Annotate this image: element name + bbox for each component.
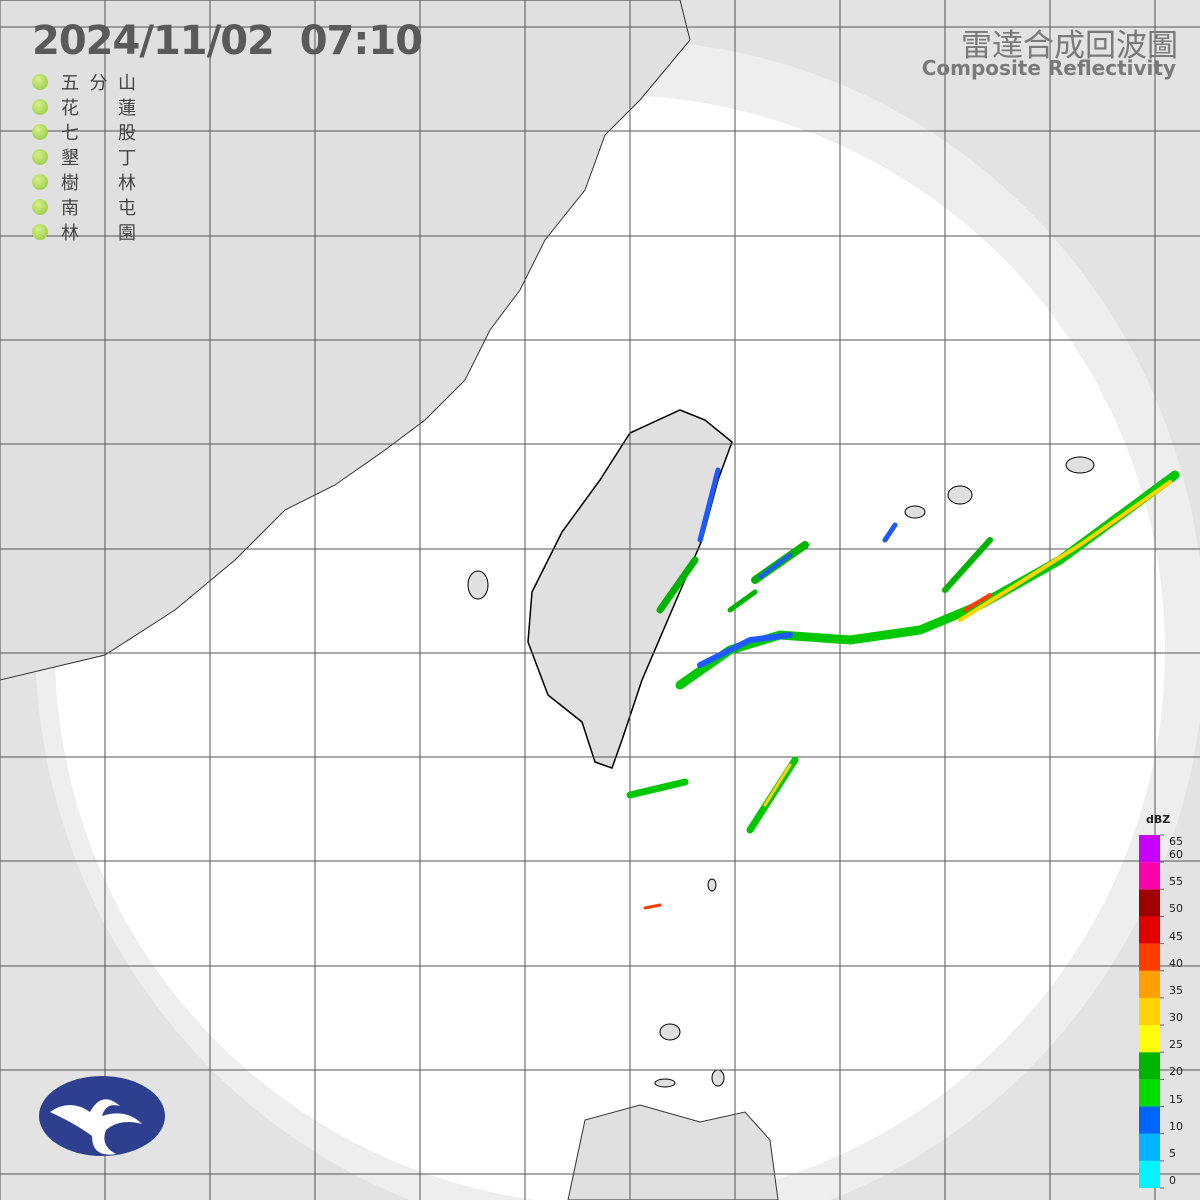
legend-color — [1139, 835, 1160, 863]
station-name: 墾丁 — [61, 147, 136, 169]
islands — [467, 456, 1095, 1088]
subtitle: Composite Reflectivity — [921, 56, 1176, 80]
legend-tick-label: 15 — [1169, 1092, 1183, 1106]
legend-tick-label: 40 — [1169, 956, 1183, 970]
legend-bar — [1139, 834, 1164, 1189]
station: 花蓮 — [32, 94, 136, 119]
legend-tick-label: 50 — [1169, 902, 1183, 916]
station: 五分山 — [32, 69, 136, 94]
legend-tick-label: 55 — [1169, 875, 1183, 889]
station-dot — [32, 73, 48, 90]
station: 南屯 — [32, 194, 136, 219]
legend-tick-label: 65 — [1169, 835, 1183, 848]
station-dot — [32, 198, 48, 215]
station-dot — [32, 148, 48, 165]
station-name: 南屯 — [61, 197, 136, 219]
station: 林園 — [32, 219, 136, 244]
timestamp: 2024/11/02 07:10 — [32, 18, 423, 64]
station-name: 樹林 — [61, 172, 136, 194]
legend-color — [1139, 1025, 1160, 1053]
echoes — [626, 467, 1180, 910]
legend-color — [1139, 889, 1160, 917]
legend-color — [1139, 1079, 1160, 1107]
legend-color — [1139, 970, 1160, 998]
legend-color — [1139, 1106, 1160, 1134]
station: 七股 — [32, 119, 136, 144]
station-dot — [32, 98, 48, 115]
logo — [39, 1076, 165, 1156]
legend-tick-label: 45 — [1169, 929, 1183, 943]
station-name: 五分山 — [61, 72, 136, 94]
luzon — [567, 1104, 779, 1200]
legend-color — [1139, 1133, 1160, 1161]
legend-color — [1139, 916, 1160, 944]
legend-unit: dBZ — [1146, 813, 1171, 826]
legend-tick-label: 10 — [1169, 1119, 1183, 1133]
legend-tick-label: 25 — [1169, 1038, 1183, 1052]
station-dot — [32, 223, 48, 240]
legend-tick-label: 30 — [1169, 1011, 1183, 1025]
station-name: 林園 — [61, 222, 136, 244]
legend-color — [1139, 1160, 1160, 1188]
legend-tick-label: 5 — [1169, 1146, 1176, 1160]
station-dot — [32, 173, 48, 190]
legend-color — [1139, 1052, 1160, 1080]
title: 雷達合成回波圖 — [961, 28, 1178, 64]
legend-tick-label: 60 — [1169, 848, 1183, 862]
legend-color — [1139, 862, 1160, 890]
legend-color — [1139, 997, 1160, 1026]
station-dot — [32, 123, 48, 140]
legend-tick-label: 20 — [1169, 1065, 1183, 1079]
station: 墾丁 — [32, 144, 136, 169]
legend-tick-label: 35 — [1169, 983, 1183, 997]
station: 樹林 — [32, 169, 136, 194]
station-name: 七股 — [61, 122, 136, 144]
legend-color — [1139, 943, 1160, 971]
station-name: 花蓮 — [61, 97, 136, 119]
legend-tick-label: 0 — [1169, 1174, 1176, 1187]
